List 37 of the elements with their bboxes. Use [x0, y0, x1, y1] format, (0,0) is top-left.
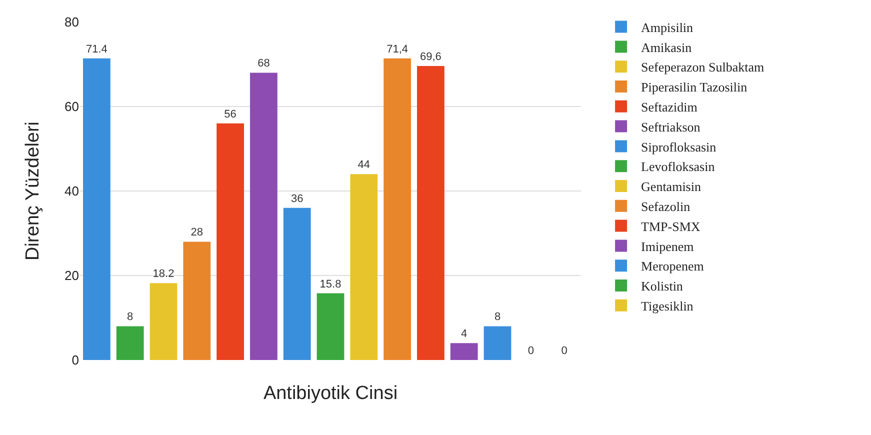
- data-label: 56: [224, 108, 236, 120]
- data-label: 18.2: [152, 268, 174, 280]
- data-label: 44: [358, 159, 370, 172]
- data-label: 8: [494, 311, 501, 324]
- legend-label: Meropenem: [641, 258, 704, 274]
- legend-label: Ampisilin: [641, 20, 694, 35]
- legend-label: TMP-SMX: [641, 218, 701, 234]
- x-axis-title: Antibiyotik Cinsi: [263, 382, 398, 404]
- legend-label: Imipenem: [641, 238, 694, 254]
- legend-label: Seftazidim: [641, 99, 698, 114]
- legend-label: Tigesiklin: [641, 298, 694, 314]
- data-label: 68: [258, 58, 270, 70]
- data-label: 0: [561, 345, 568, 357]
- legend-label: Siprofloksasin: [641, 139, 717, 154]
- data-label: 0: [528, 345, 534, 357]
- legend-label: Amikasin: [641, 40, 692, 55]
- y-tick-label: 40: [64, 184, 79, 199]
- data-label: 36: [290, 192, 304, 205]
- legend-label: Piperasilin Tazosilin: [641, 80, 748, 95]
- legend-label: Kolistin: [641, 278, 684, 294]
- legend-label: Seftriakson: [641, 119, 701, 134]
- y-tick-label: 80: [64, 14, 79, 30]
- legend-label: Gentamisin: [641, 179, 702, 194]
- data-label: 71.4: [86, 43, 108, 56]
- data-label: 8: [127, 311, 134, 324]
- data-label: 28: [190, 226, 204, 239]
- legend-label: Levofloksasin: [641, 159, 716, 174]
- y-axis-title: Direnç Yüzdeleri: [22, 121, 44, 261]
- data-label: 71,4: [386, 43, 408, 56]
- data-label: 15.8: [320, 278, 342, 290]
- y-tick-label: 0: [72, 352, 79, 368]
- y-tick-label: 20: [64, 268, 79, 284]
- legend-label: Sefazolin: [641, 198, 691, 214]
- data-label: 69,6: [420, 50, 442, 63]
- data-label: 4: [461, 328, 468, 340]
- legend-label: Sefeperazon Sulbaktam: [641, 60, 764, 75]
- y-tick-label: 60: [64, 99, 79, 114]
